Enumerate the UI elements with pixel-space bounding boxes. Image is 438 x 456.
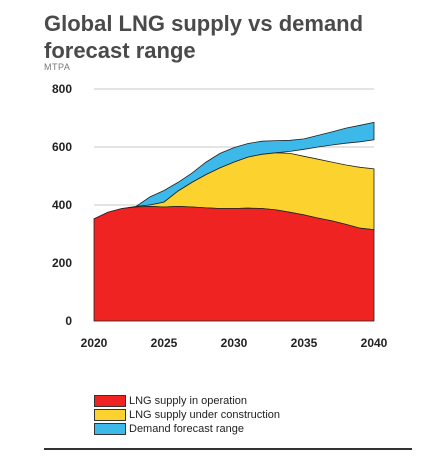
- legend-item-operation: LNG supply in operation: [94, 394, 280, 408]
- legend: LNG supply in operation LNG supply under…: [94, 394, 280, 436]
- legend-label-construction: LNG supply under construction: [129, 409, 281, 421]
- x-tick-label-2040: 2040: [361, 336, 388, 350]
- x-tick-label-2020: 2020: [81, 336, 108, 350]
- chart-title: Global LNG supply vs demand forecast ran…: [44, 11, 364, 63]
- y-tick-label-0: 0: [65, 314, 72, 328]
- legend-label-demand: Demand forecast range: [129, 423, 244, 435]
- legend-swatch-demand: [94, 423, 126, 435]
- x-tick-label-2025: 2025: [151, 336, 178, 350]
- x-tick-label-2030: 2030: [221, 336, 248, 350]
- y-tick-label-400: 400: [52, 198, 72, 212]
- y-unit-label: MTPA: [44, 62, 71, 72]
- legend-item-construction: LNG supply under construction: [94, 408, 280, 422]
- bottom-divider: [44, 448, 412, 450]
- x-tick-label-2035: 2035: [291, 336, 318, 350]
- legend-swatch-operation: [94, 395, 126, 407]
- y-tick-label-600: 600: [52, 140, 72, 154]
- y-tick-label-200: 200: [52, 256, 72, 270]
- legend-label-operation: LNG supply in operation: [129, 395, 248, 407]
- area-supply-in-operation: [93, 205, 375, 322]
- legend-item-demand: Demand forecast range: [94, 422, 280, 436]
- y-tick-label-800: 800: [52, 82, 72, 96]
- legend-swatch-construction: [94, 409, 126, 421]
